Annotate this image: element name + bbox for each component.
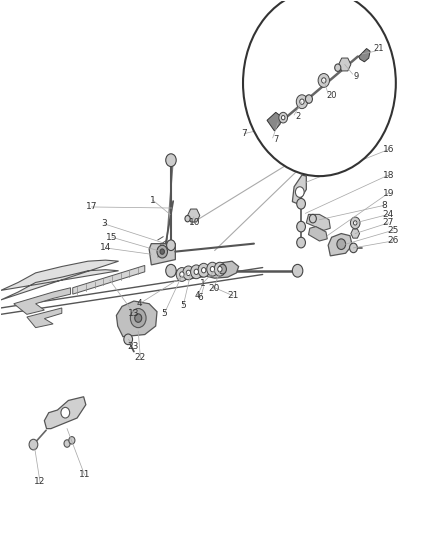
Text: 16: 16 [383,145,394,154]
Polygon shape [267,112,282,131]
Circle shape [210,266,215,272]
Text: 12: 12 [34,478,46,486]
Circle shape [166,264,176,277]
Polygon shape [292,175,306,204]
Circle shape [176,268,187,281]
Text: 22: 22 [135,353,146,362]
Circle shape [282,116,285,120]
Text: 24: 24 [383,210,394,219]
Text: 19: 19 [383,189,394,198]
Circle shape [292,264,303,277]
Polygon shape [73,265,145,294]
Circle shape [207,262,218,276]
Polygon shape [27,308,62,328]
Circle shape [29,439,38,450]
Text: 4: 4 [137,299,142,308]
Text: 9: 9 [338,82,343,91]
Circle shape [64,440,70,447]
Circle shape [185,215,190,222]
Circle shape [219,264,226,274]
Text: 23: 23 [127,342,138,351]
Circle shape [300,99,304,104]
Circle shape [297,198,305,209]
Text: 11: 11 [79,471,90,479]
Text: 26: 26 [387,237,399,246]
Circle shape [124,334,133,345]
Text: 21: 21 [342,75,353,84]
Circle shape [243,0,396,176]
Circle shape [335,64,341,71]
Circle shape [198,263,209,277]
Circle shape [183,266,194,280]
Text: 1: 1 [150,196,155,205]
Circle shape [296,95,307,109]
Text: 13: 13 [128,309,140,318]
Text: 17: 17 [86,203,97,212]
Circle shape [309,214,316,223]
Polygon shape [1,260,119,300]
Text: 7: 7 [273,135,279,144]
Circle shape [297,221,305,232]
Circle shape [160,249,164,254]
Text: 3: 3 [102,220,107,229]
Circle shape [318,74,329,87]
Circle shape [69,437,75,444]
Text: 10: 10 [189,219,201,228]
Circle shape [218,266,222,272]
Circle shape [180,272,184,277]
Circle shape [305,95,312,103]
Text: 18: 18 [383,171,394,180]
Text: 7: 7 [241,129,247,138]
Text: 15: 15 [106,233,118,242]
Circle shape [337,239,346,249]
Polygon shape [306,214,330,230]
Circle shape [166,154,176,166]
Circle shape [61,407,70,418]
Polygon shape [328,233,352,256]
Text: 25: 25 [387,226,399,235]
Circle shape [295,187,304,197]
Circle shape [166,240,175,251]
Circle shape [297,237,305,248]
Text: 21: 21 [374,44,384,53]
Text: 20: 20 [208,284,219,293]
Circle shape [131,309,146,328]
Circle shape [350,217,360,229]
Text: 6: 6 [198,293,204,302]
Polygon shape [14,288,71,314]
Circle shape [194,269,198,274]
Text: 2: 2 [295,112,300,121]
Text: 8: 8 [381,201,387,210]
Text: 1: 1 [200,279,205,288]
Circle shape [279,112,288,123]
Text: 9: 9 [353,71,358,80]
Text: 4: 4 [194,291,200,300]
Polygon shape [308,227,327,241]
Text: 5: 5 [162,309,167,318]
Polygon shape [205,261,239,278]
Polygon shape [117,301,157,337]
Text: 20: 20 [326,91,337,100]
Text: 20: 20 [303,114,314,123]
Circle shape [321,78,326,83]
Polygon shape [149,244,175,265]
Circle shape [353,221,357,225]
Circle shape [350,243,357,253]
Text: 21: 21 [227,291,239,300]
Circle shape [157,245,167,258]
Circle shape [191,265,202,279]
Text: 14: 14 [100,244,111,253]
Text: 27: 27 [383,219,394,228]
Circle shape [135,314,142,322]
Circle shape [214,262,226,276]
Circle shape [201,268,206,273]
Text: 5: 5 [180,301,186,310]
Polygon shape [44,397,86,429]
Polygon shape [359,49,370,62]
Circle shape [186,270,191,276]
